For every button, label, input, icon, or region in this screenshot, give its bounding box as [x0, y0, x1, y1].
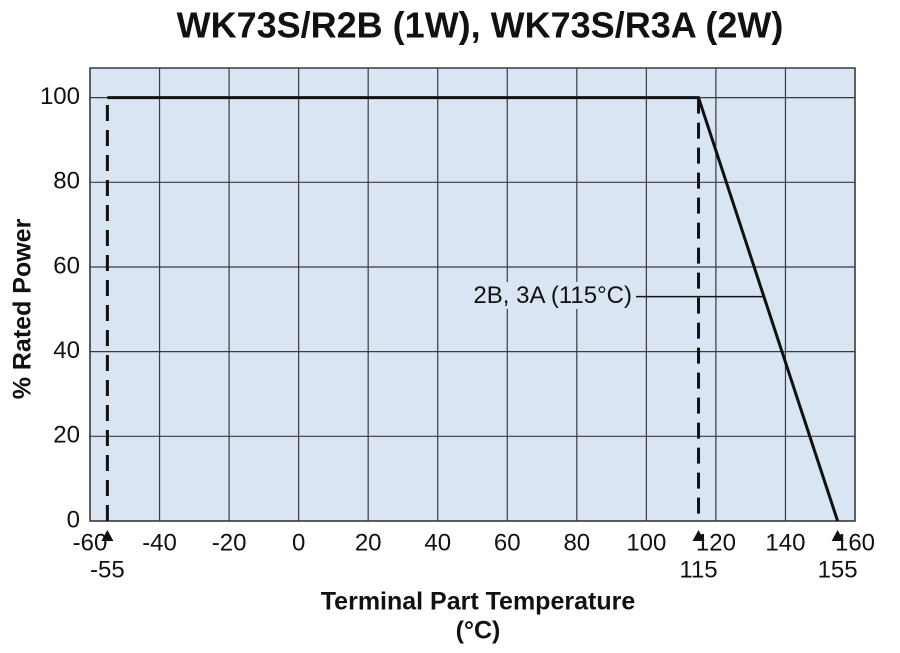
y-tick-label: 100: [40, 83, 80, 110]
x-tick-label: 80: [563, 529, 590, 556]
y-axis-label: % Rated Power: [9, 218, 37, 399]
annotation-background: [469, 281, 636, 309]
y-tick-label: 0: [67, 506, 80, 533]
x-tick-label: 20: [355, 529, 382, 556]
chart-title: WK73S/R2B (1W), WK73S/R3A (2W): [177, 5, 784, 46]
y-tick-label: 20: [53, 422, 80, 449]
x-tick-label: 100: [626, 529, 666, 556]
x-axis-label: Terminal Part Temperature: [321, 588, 636, 616]
annotation: 2B, 3A (115°C): [473, 282, 632, 309]
x-tick-label: 60: [494, 529, 521, 556]
y-tick-label: 60: [53, 252, 80, 279]
y-tick-label: 40: [53, 337, 80, 364]
x-marker-label: 155: [818, 556, 858, 583]
plot-border: [89, 67, 856, 522]
x-marker-label: 115: [679, 556, 717, 583]
x-tick-label: 0: [292, 529, 305, 556]
x-marker-label: -55: [90, 556, 125, 583]
x-tick-label: 140: [765, 529, 805, 556]
x-marker: [692, 530, 705, 541]
y-tick-label: 80: [53, 168, 80, 195]
x-tick-label: -60: [73, 529, 108, 556]
x-tick-label: -40: [142, 529, 177, 556]
x-tick-label: -20: [212, 529, 247, 556]
x-tick-label: 120: [696, 529, 736, 556]
x-axis-label: (°C): [456, 617, 501, 645]
x-tick-label: 40: [424, 529, 451, 556]
x-tick-label: 160: [835, 529, 875, 556]
x-marker: [101, 530, 114, 541]
line-series: [107, 96, 840, 522]
x-marker: [831, 530, 844, 541]
